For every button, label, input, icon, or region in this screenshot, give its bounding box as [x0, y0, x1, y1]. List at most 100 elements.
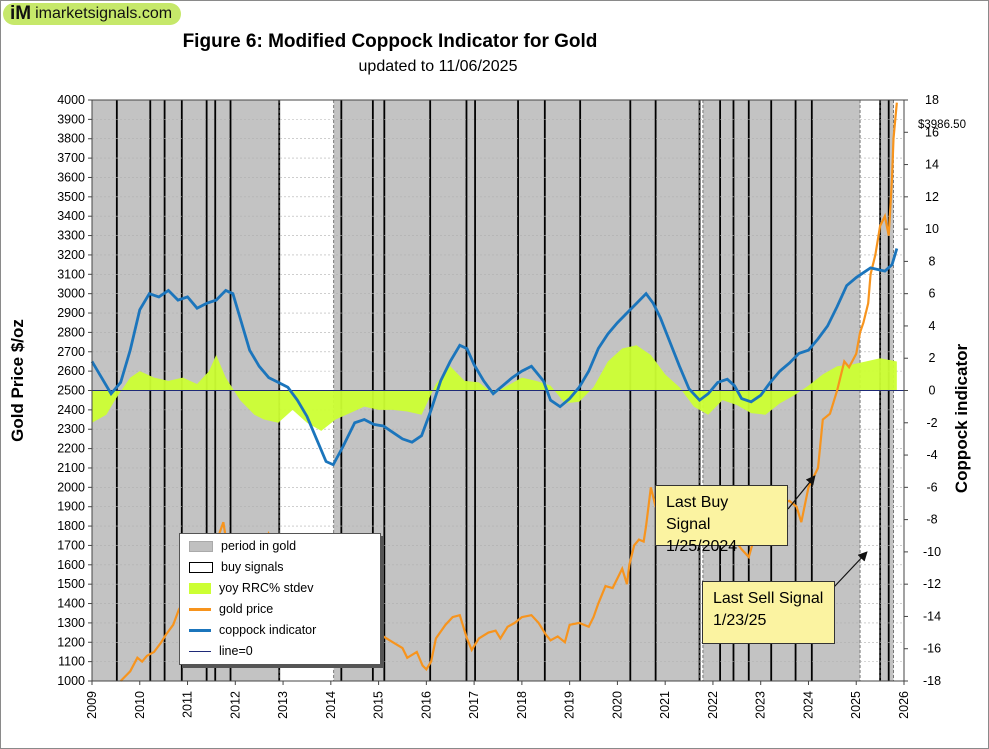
y-right-tick-label: 14 — [925, 158, 939, 172]
y-left-tick-label: 2200 — [57, 442, 85, 456]
y-right-tick-label: 0 — [929, 384, 936, 398]
last-price-label: $3986.50 — [918, 119, 966, 131]
y-right-tick-label: 8 — [929, 254, 936, 268]
callout-line: Last Buy Signal — [666, 494, 729, 533]
x-tick-label: 2018 — [515, 691, 529, 719]
legend-item-rrc: yoy RRC% stdev — [180, 578, 313, 598]
callout-line: 1/23/25 — [713, 612, 767, 629]
x-tick-label: 2022 — [706, 691, 720, 719]
x-tick-label: 2015 — [372, 691, 386, 719]
rrc-stdev-area — [92, 345, 897, 431]
legend-item-buy-signals: buy signals — [180, 557, 284, 577]
x-tick-label: 2026 — [897, 691, 911, 719]
y-left-tick-label: 1700 — [57, 538, 85, 552]
x-tick-label: 2020 — [610, 691, 624, 719]
legend-label: line=0 — [219, 644, 253, 658]
y-left-tick-label: 3500 — [57, 190, 85, 204]
y-axis-right-label: Coppock indicator — [952, 344, 971, 494]
legend-label: yoy RRC% stdev — [219, 581, 314, 595]
y-left-tick-label: 1600 — [57, 558, 85, 572]
x-tick-label: 2019 — [563, 691, 577, 719]
x-tick-label: 2024 — [801, 691, 815, 719]
arrow-sell — [833, 551, 868, 588]
y-right-tick-label: 16 — [925, 125, 939, 139]
y-right-tick-label: 18 — [925, 93, 939, 107]
y-left-tick-label: 3100 — [57, 267, 85, 281]
legend-item-period-in-gold: period in gold — [180, 536, 296, 556]
y-left-tick-label: 3400 — [57, 209, 85, 223]
x-tick-label: 2025 — [849, 691, 863, 719]
y-left-tick-label: 1300 — [57, 616, 85, 630]
y-left-tick-label: 3700 — [57, 151, 85, 165]
arrow-buy — [787, 475, 816, 510]
y-left-tick-label: 3300 — [57, 229, 85, 243]
legend-swatch-navy — [189, 650, 211, 652]
x-tick-label: 2021 — [658, 691, 672, 719]
legend-label: period in gold — [221, 539, 297, 553]
y-left-tick-label: 2600 — [57, 364, 85, 378]
y-left-tick-label: 2300 — [57, 422, 85, 436]
y-left-tick-label: 2800 — [57, 325, 85, 339]
legend-label: gold price — [219, 602, 274, 616]
y-left-tick-label: 1500 — [57, 577, 85, 591]
y-right-tick-label: 12 — [925, 190, 939, 204]
y-left-tick-label: 1100 — [58, 655, 85, 669]
x-tick-label: 2009 — [85, 691, 99, 719]
y-right-tick-label: -8 — [926, 513, 937, 527]
y-left-tick-label: 2700 — [57, 345, 85, 359]
x-tick-label: 2013 — [276, 691, 290, 719]
y-right-tick-label: 2 — [929, 351, 936, 365]
y-right-tick-label: -18 — [923, 674, 941, 688]
legend-swatch-gray — [189, 540, 213, 552]
x-tick-label: 2016 — [419, 691, 433, 719]
callout-last-sell: Last Sell Signal 1/23/25 — [702, 581, 835, 644]
callout-line: 1/25/2024 — [666, 538, 738, 555]
y-left-tick-label: 3200 — [57, 248, 85, 262]
brand-name: imarketsignals.com — [35, 5, 173, 22]
coppock-line — [90, 248, 899, 467]
y-right-tick-label: -16 — [923, 642, 941, 656]
y-left-tick-label: 1000 — [57, 674, 85, 688]
legend-swatch-blue — [189, 628, 211, 632]
legend: period in gold buy signals yoy RRC% stde… — [179, 533, 381, 665]
x-tick-label: 2012 — [228, 691, 242, 719]
y-left-tick-label: 3000 — [57, 287, 85, 301]
callout-last-buy: Last Buy Signal 1/25/2024 — [655, 485, 788, 555]
brand-logo[interactable]: iM imarketsignals.com — [3, 3, 181, 25]
legend-swatch-lime — [189, 582, 211, 594]
x-tick-label: 2010 — [133, 691, 147, 719]
brand-mark: iM — [10, 3, 32, 24]
legend-swatch-white — [189, 561, 213, 573]
chart-title: Figure 6: Modified Coppock Indicator for… — [182, 31, 598, 52]
y-left-tick-label: 3600 — [57, 170, 85, 184]
y-right-tick-label: -6 — [926, 480, 937, 494]
y-left-tick-label: 1900 — [57, 500, 85, 514]
y-left-tick-label: 2400 — [57, 403, 85, 417]
legend-label: buy signals — [221, 560, 284, 574]
chart-subtitle: updated to 11/06/2025 — [358, 58, 518, 75]
x-tick-label: 2023 — [754, 691, 768, 719]
y-left-tick-label: 1800 — [57, 519, 85, 533]
y-left-tick-label: 2100 — [57, 461, 85, 475]
y-left-tick-label: 1200 — [57, 635, 85, 649]
x-tick-label: 2011 — [181, 691, 195, 718]
y-right-tick-label: 6 — [929, 287, 936, 301]
y-right-tick-label: 10 — [925, 222, 939, 236]
y-left-tick-label: 3900 — [57, 112, 85, 126]
y-left-tick-label: 1400 — [57, 597, 85, 611]
y-right-tick-label: 4 — [929, 319, 936, 333]
y-left-tick-label: 3800 — [57, 132, 85, 146]
y-right-tick-label: -2 — [926, 416, 937, 430]
legend-swatch-orange — [189, 607, 211, 611]
x-tick-label: 2017 — [467, 691, 481, 719]
legend-item-coppock: coppock indicator — [180, 620, 316, 640]
legend-item-gold: gold price — [180, 599, 273, 619]
y-left-tick-label: 2000 — [57, 480, 85, 494]
y-right-tick-label: -14 — [923, 609, 941, 623]
legend-label: coppock indicator — [219, 623, 317, 637]
callout-line: Last Sell Signal — [713, 590, 824, 607]
x-tick-label: 2014 — [324, 691, 338, 719]
y-right-tick-label: -10 — [923, 545, 941, 559]
y-right-tick-label: -12 — [923, 577, 941, 591]
